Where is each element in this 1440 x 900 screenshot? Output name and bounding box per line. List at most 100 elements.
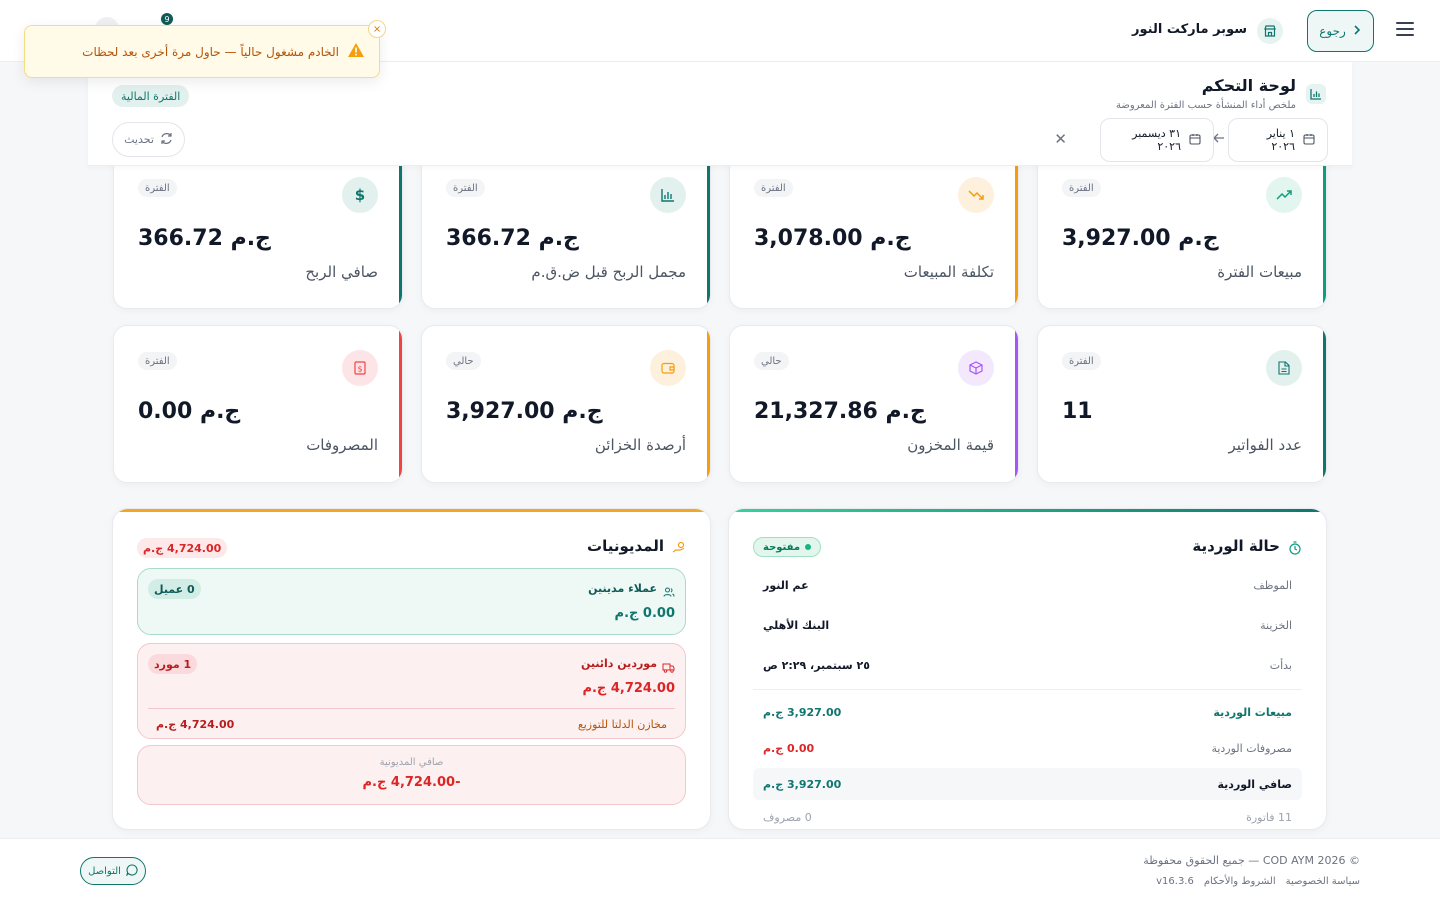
shift-row-label: الموظف [1253,578,1292,592]
debtor-customers-card[interactable]: عملاء مدينين 0.00 ج.م 0 عميل [137,568,686,635]
card-value: ج.م 3,927.00 [1062,226,1219,251]
customers-count-badge: 0 عميل [148,579,201,599]
back-button[interactable]: رجوع [1307,10,1374,52]
card-label: أرصدة الخزائن [594,436,686,454]
card-accent-stripe [399,326,402,482]
shift-expenses-row: مصروفات الوردية 0.00 ج.م [753,730,1302,766]
refresh-icon [160,132,173,148]
shift-sales-value: 3,927.00 ج.م [763,705,842,719]
contact-label: التواصل [88,865,121,877]
chat-bubble-icon [125,863,138,879]
debtor-customers-amount: 0.00 ج.م [614,606,675,621]
clear-dates-button[interactable]: ✕ [1054,130,1067,148]
trending-down-icon [958,177,994,213]
shift-panel-title: حالة الوردية [1192,537,1280,555]
panel-accent-bar [729,509,1326,512]
card-accent-stripe [707,326,710,482]
server-busy-toast: الخادم مشغول حالياً — حاول مرة أخرى بعد … [24,20,386,78]
kpi-card-inventory-value: حالي ج.م 21,327.86 قيمة المخزون [729,325,1019,483]
copyright-text: © 2026 COD AYM — جميع الحقوق محفوظة [1143,854,1360,867]
shift-expenses-label: مصروفات الوردية [1211,741,1292,755]
notification-count-badge[interactable]: 9 [161,13,173,25]
date-from-picker[interactable]: ١ يناير ٢٠٢٦ [1228,118,1328,162]
card-value: ج.م 21,327.86 [754,399,926,424]
toast-message: الخادم مشغول حالياً — حاول مرة أخرى بعد … [82,44,339,59]
creditor-suppliers-card[interactable]: موردين دائنين 4,724.00 ج.م 1 مورد مخازن … [137,643,686,739]
dollar-icon: $ [342,177,378,213]
calendar-icon [1189,133,1201,148]
creditor-suppliers-title: موردين دائنين [581,657,657,670]
card-accent-stripe [707,139,710,308]
store-icon [1257,18,1283,44]
footer-links: سياسة الخصوصية الشروط والأحكام v16.3.6 [1156,876,1360,887]
kpi-card-cash-balances: حالي ج.م 3,927.00 أرصدة الخزائن [421,325,711,483]
menu-icon[interactable] [1396,20,1414,38]
file-icon [1266,350,1302,386]
chevron-right-icon [1352,24,1362,38]
privacy-link[interactable]: سياسة الخصوصية [1285,876,1360,887]
wallet-icon [650,350,686,386]
debts-panel-title: المديونيات [587,537,664,555]
card-current-badge: حالي [446,352,481,370]
card-value: ج.م 366.72 [138,226,271,251]
card-value: ج.م 3,927.00 [446,399,603,424]
page-subtitle: ملخص أداء المنشأة حسب الفترة المعروضة [1115,100,1296,111]
warning-icon [347,42,365,62]
divider [753,689,1302,690]
kpi-card-gross-profit: الفترة ج.م 366.72 مجمل الربح قبل ض.ق.م [421,138,711,309]
shift-row-label: بدأت [1269,658,1292,672]
creditor-suppliers-amount: 4,724.00 ج.م [582,681,675,696]
card-label: مجمل الربح قبل ض.ق.م [531,263,686,281]
card-accent-stripe [1015,139,1018,308]
terms-link[interactable]: الشروط والأحكام [1203,876,1276,887]
shift-expense-count: 0 مصروف [763,810,812,824]
dashboard-chart-icon [1306,84,1326,104]
receipt-icon: $ [342,350,378,386]
net-debt-label: صافي المديونية [379,757,444,768]
card-value: ج.م 3,078.00 [754,226,911,251]
users-icon [663,583,675,597]
card-label: قيمة المخزون [907,436,994,454]
shift-invoice-count: 11 فاتورة [1246,810,1292,824]
shift-sales-label: مبيعات الوردية [1213,705,1292,719]
supplier-name: مخازن الدلتا للتوزيع [577,718,667,731]
contact-button[interactable]: التواصل [80,857,146,885]
panel-accent-bar [113,509,710,512]
refresh-label: تحديث [124,133,154,146]
card-label: صافي الربح [305,263,378,281]
shift-row-value: ٢٥ سبتمبر، ٢:٢٩ ص [763,658,870,672]
bar-chart-icon [650,177,686,213]
card-period-badge: الفترة [138,179,177,197]
card-value: ج.م 366.72 [446,226,579,251]
shift-treasury-row: الخزينة البنك الأهلي [753,607,1302,643]
shift-row-value: البنك الأهلي [763,618,830,632]
trending-up-icon [1266,177,1302,213]
shift-status-text: مفتوحة [763,541,801,553]
supplier-row[interactable]: مخازن الدلتا للتوزيع 4,724.00 ج.م [148,708,675,740]
debts-panel: المديونيات 4,724.00 ج.م عملاء مدينين 0.0… [112,508,711,830]
refresh-button[interactable]: تحديث [112,122,185,157]
toast-close-button[interactable]: × [368,20,386,38]
card-value: 11 [1062,399,1093,424]
shift-started-row: بدأت ٢٥ سبتمبر، ٢:٢٩ ص [753,647,1302,683]
card-label: المصروفات [306,436,378,454]
shift-net-value: 3,927.00 ج.م [763,777,842,791]
debtor-customers-title: عملاء مدينين [588,582,657,595]
page-title: لوحة التحكم [1201,76,1296,95]
shift-row-label: الخزينة [1260,618,1292,632]
footer: © 2026 COD AYM — جميع الحقوق محفوظة سياس… [0,838,1440,900]
card-label: مبيعات الفترة [1217,263,1302,281]
arrow-left-icon [1213,132,1225,147]
debts-total-badge: 4,724.00 ج.م [137,538,228,558]
shift-counts-row: 11 فاتورة 0 مصروف [753,799,1302,829]
shift-status-panel: حالة الوردية مفتوحة الموظف عم النور الخز… [728,508,1327,830]
net-debt-card: صافي المديونية -4,724.00 ج.م [137,745,686,805]
kpi-card-invoice-count: الفترة 11 عدد الفواتير [1037,325,1327,483]
fiscal-period-badge: الفترة المالية [112,85,190,107]
version-label: v16.3.6 [1156,876,1194,887]
hand-coins-icon [672,540,686,554]
card-period-badge: الفترة [138,352,177,370]
box-icon [958,350,994,386]
date-to-picker[interactable]: ٣١ ديسمبر ٢٠٢٦ [1100,118,1214,162]
card-label: تكلفة المبيعات [903,263,994,281]
